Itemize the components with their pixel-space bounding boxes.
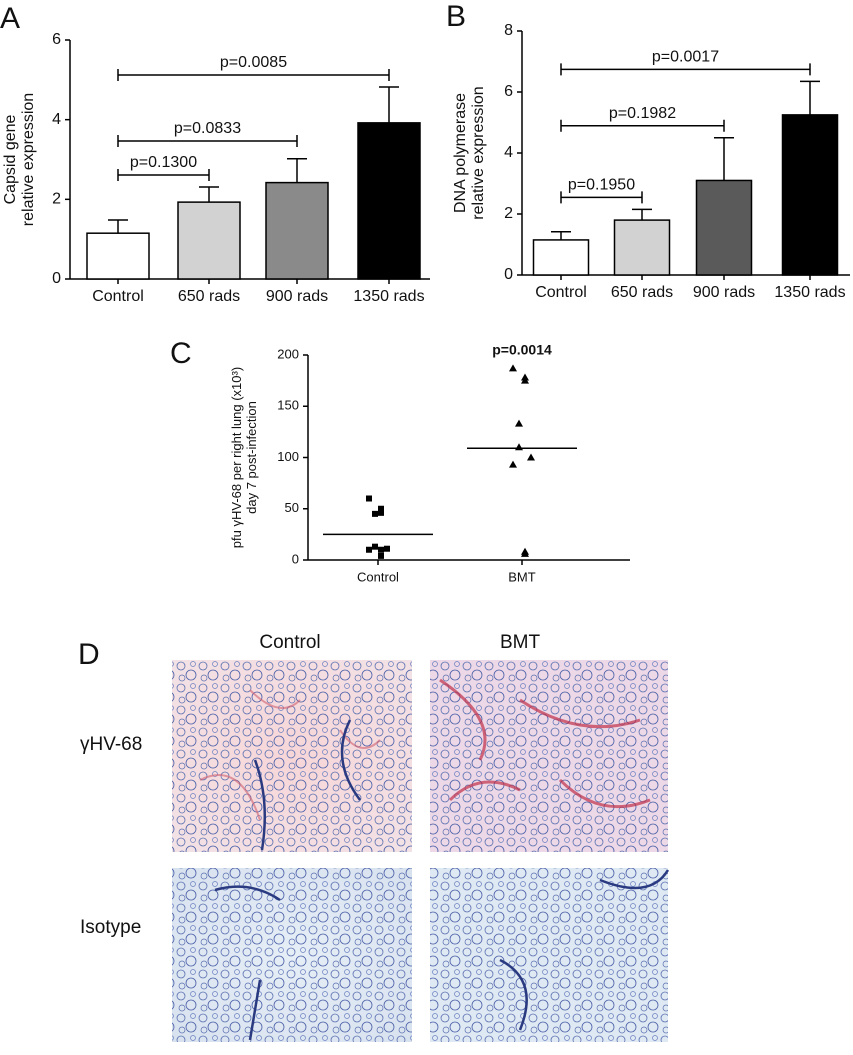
- point: [515, 443, 523, 451]
- x-tick-label: 650 rads: [178, 288, 240, 305]
- point: [378, 505, 384, 512]
- stain: [439, 678, 651, 809]
- y-axis-label: relative expression: [470, 86, 487, 219]
- micrograph-texture: [430, 868, 668, 1042]
- point: [521, 549, 529, 557]
- point: [527, 453, 535, 461]
- significance-bracket: [560, 191, 643, 204]
- y-tick-label: 0: [504, 266, 513, 283]
- point: [378, 546, 384, 553]
- bar: [177, 201, 241, 280]
- point: [521, 376, 529, 384]
- y-tick-label: 4: [52, 111, 61, 128]
- y-tick-label: 0: [292, 551, 299, 566]
- bar: [695, 179, 753, 276]
- significance-bracket: [117, 134, 298, 147]
- point: [509, 460, 517, 468]
- point: [366, 495, 372, 502]
- x-tick-label: Control: [357, 569, 399, 584]
- y-tick-label: 2: [52, 191, 61, 208]
- x-tick-label: BMT: [508, 569, 536, 584]
- bar: [613, 219, 671, 276]
- x-tick-label: 1350 rads: [353, 288, 424, 305]
- significance-bracket: [117, 69, 390, 82]
- point: [372, 510, 378, 517]
- point: [515, 419, 523, 427]
- x-tick-label: 1350 rads: [774, 284, 845, 301]
- bar: [86, 232, 150, 280]
- point: [366, 546, 372, 553]
- point: [378, 509, 384, 516]
- panel-label: C: [170, 337, 192, 370]
- y-axis-label: relative expression: [20, 93, 37, 226]
- significance-bracket: [560, 119, 725, 132]
- micrograph-texture: [172, 868, 412, 1042]
- panel-label: A: [0, 2, 20, 35]
- y-tick-label: 6: [52, 31, 61, 48]
- x-tick-label: 900 rads: [693, 284, 755, 301]
- y-tick-label: 50: [285, 500, 299, 515]
- x-tick-label: 650 rads: [611, 284, 673, 301]
- y-axis-label: day 7 post-infection: [244, 401, 259, 514]
- p-value: p=0.1982: [609, 105, 676, 122]
- row-label: γHV-68: [80, 734, 142, 755]
- p-value: p=0.0833: [174, 120, 241, 137]
- micrograph-texture: [430, 660, 668, 852]
- y-tick-label: 150: [277, 398, 299, 413]
- significance-bracket: [117, 168, 210, 181]
- panel-label: B: [446, 0, 466, 33]
- y-tick-label: 200: [277, 346, 299, 361]
- p-value: p=0.1950: [568, 177, 635, 194]
- x-tick-label: Control: [92, 288, 144, 305]
- micrograph-texture: [172, 660, 412, 852]
- point: [372, 543, 378, 550]
- y-tick-label: 4: [504, 144, 513, 161]
- vessel: [214, 869, 670, 1041]
- significance-bracket: [560, 63, 811, 76]
- y-tick-label: 2: [504, 205, 513, 222]
- y-axis-label: pfu γHV-68 per right lung (x10³): [229, 367, 244, 548]
- point: [509, 364, 517, 372]
- column-label: BMT: [500, 632, 541, 653]
- y-tick-label: 100: [277, 449, 299, 464]
- column-label: Control: [259, 632, 320, 653]
- bar: [532, 239, 590, 276]
- bar: [265, 181, 329, 280]
- x-tick-label: Control: [535, 284, 587, 301]
- row-label: Isotype: [80, 917, 141, 938]
- micrographs: [172, 660, 670, 1042]
- x-tick-label: 900 rads: [266, 288, 328, 305]
- y-tick-label: 8: [504, 22, 513, 39]
- point: [384, 545, 390, 552]
- y-tick-label: 0: [52, 270, 61, 287]
- p-value: p=0.1300: [130, 154, 197, 171]
- bar: [357, 122, 421, 280]
- p-value: p=0.0014: [492, 342, 552, 358]
- bar: [781, 114, 839, 276]
- panel-label: D: [78, 638, 100, 671]
- y-axis-label: Capsid gene: [2, 114, 19, 204]
- y-axis-label: DNA polymerase: [452, 93, 469, 213]
- y-tick-label: 6: [504, 83, 513, 100]
- vessel: [253, 719, 362, 851]
- p-value: p=0.0085: [220, 54, 287, 71]
- p-value: p=0.0017: [652, 49, 719, 66]
- point: [378, 552, 384, 559]
